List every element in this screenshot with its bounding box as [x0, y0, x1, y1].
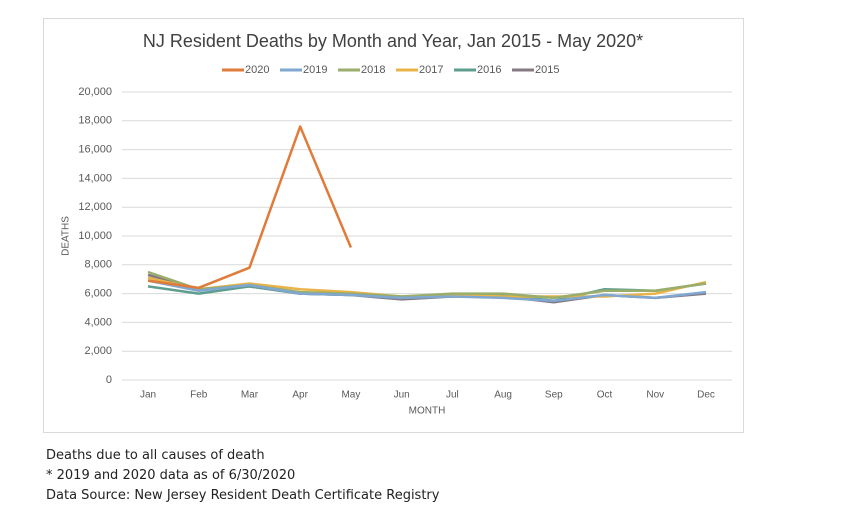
x-tick-label: Mar	[241, 390, 259, 401]
legend-label: 2016	[477, 64, 501, 76]
y-tick-label: 14,000	[78, 172, 112, 184]
x-tick-label: Oct	[597, 390, 613, 401]
y-tick-label: 4,000	[84, 316, 112, 328]
legend-label: 2015	[535, 64, 559, 76]
y-tick-label: 12,000	[78, 201, 112, 213]
legend-label: 2020	[245, 64, 269, 76]
legend-label: 2017	[419, 64, 443, 76]
footnote: Data Source: New Jersey Resident Death C…	[46, 488, 440, 503]
footnote: * 2019 and 2020 data as of 6/30/2020	[46, 468, 296, 483]
y-tick-label: 8,000	[84, 259, 112, 271]
y-tick-label: 16,000	[78, 144, 112, 156]
chart-title: NJ Resident Deaths by Month and Year, Ja…	[143, 31, 643, 51]
chart: NJ Resident Deaths by Month and Year, Ja…	[43, 18, 744, 433]
footnote: Deaths due to all causes of death	[46, 448, 265, 463]
x-tick-label: Nov	[646, 390, 664, 401]
y-tick-label: 6,000	[84, 288, 112, 300]
y-tick-label: 20,000	[78, 86, 112, 98]
y-tick-label: 2,000	[84, 345, 112, 357]
x-tick-label: Aug	[494, 390, 512, 401]
x-axis-label: MONTH	[409, 406, 446, 417]
series-line	[147, 279, 707, 303]
y-tick-label: 10,000	[78, 230, 112, 242]
x-tick-label: Feb	[190, 390, 208, 401]
chart-frame	[43, 18, 744, 433]
legend-label: 2018	[361, 64, 385, 76]
x-tick-label: May	[341, 390, 360, 401]
series-line	[147, 125, 353, 290]
x-tick-label: Sep	[545, 390, 563, 401]
x-tick-label: Jun	[394, 390, 410, 401]
y-tick-label: 0	[106, 374, 112, 386]
legend-label: 2019	[303, 64, 327, 76]
x-tick-label: Jul	[446, 390, 459, 401]
x-tick-label: Apr	[292, 390, 308, 401]
y-axis-label: DEATHS	[61, 216, 72, 256]
x-tick-label: Jan	[140, 390, 156, 401]
y-tick-label: 18,000	[78, 115, 112, 127]
x-tick-label: Dec	[697, 390, 715, 401]
